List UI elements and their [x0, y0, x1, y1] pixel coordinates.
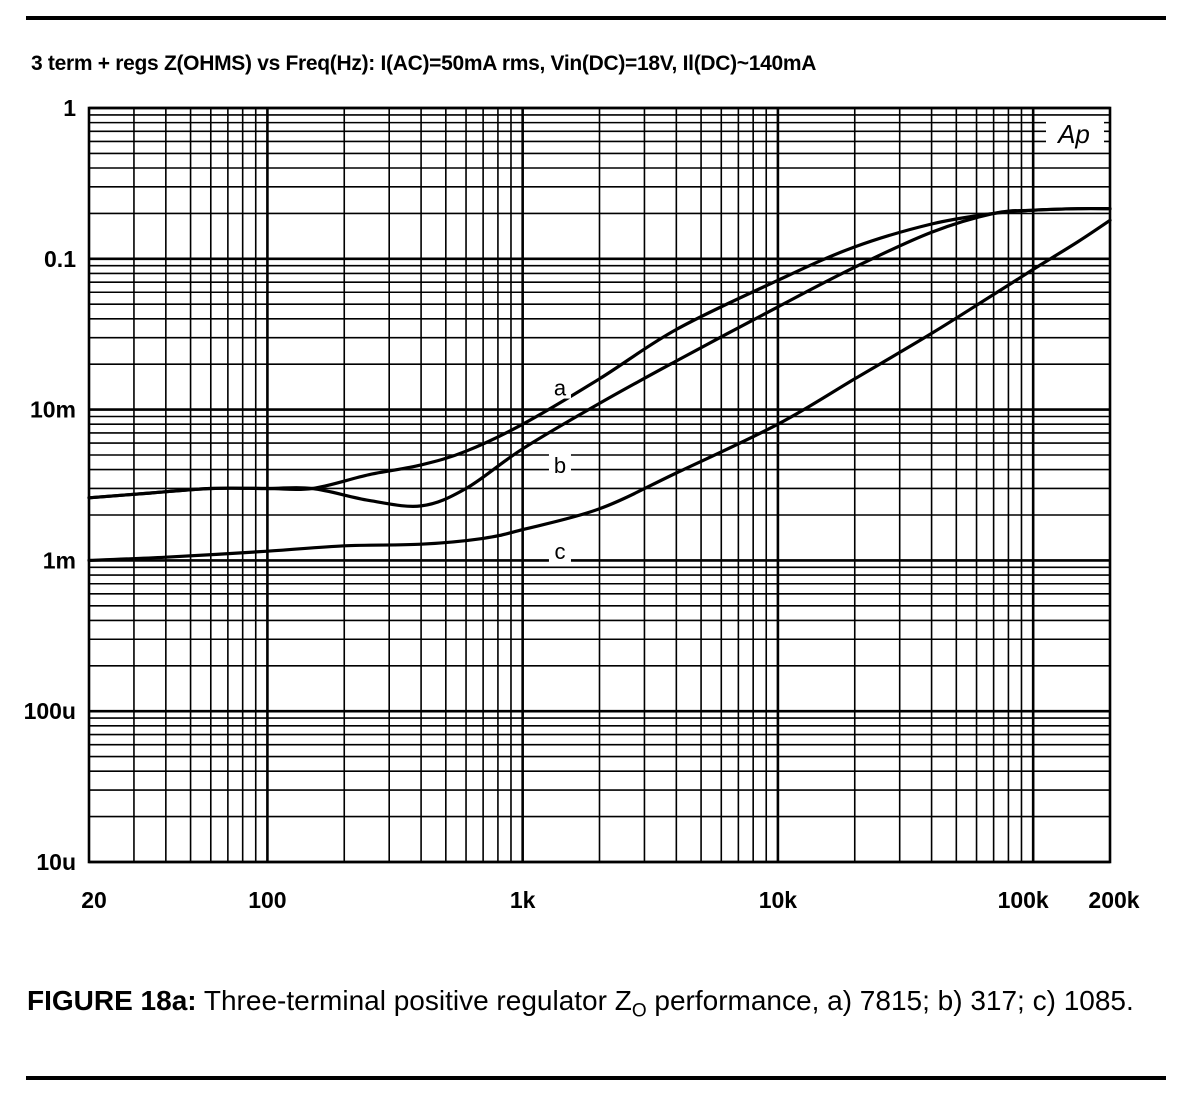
- caption-text-part2: performance, a) 7815; b) 317; c) 1085.: [646, 985, 1134, 1016]
- plot-border: [87, 106, 1112, 864]
- caption-lead: FIGURE 18a:: [27, 985, 197, 1016]
- series-lines: [87, 206, 1112, 562]
- chart-title: 3 term + regs Z(OHMS) vs Freq(Hz): I(AC)…: [31, 52, 817, 75]
- y-tick-label: 10m: [30, 397, 76, 423]
- series-label-bg-a: [548, 372, 571, 399]
- series-label-b: b: [554, 453, 566, 478]
- series-labels: a b c: [548, 117, 1104, 564]
- bottom-rule: [26, 1076, 1166, 1080]
- x-tick-label: 100k: [998, 887, 1049, 913]
- y-tick-label: 0.1: [44, 246, 76, 272]
- series-line-b: [87, 206, 1112, 508]
- series-label-bg-b: [548, 449, 571, 476]
- x-tick-label: 200k: [1088, 887, 1139, 913]
- x-tick-label: 20: [81, 887, 107, 913]
- x-tick-label: 100: [248, 887, 286, 913]
- y-tick-label: 1: [63, 95, 76, 121]
- plot-frame: [87, 106, 1112, 864]
- y-tick-label: 100u: [24, 698, 76, 724]
- series-line-c: [87, 218, 1112, 562]
- series-label-bg-c: [548, 536, 571, 563]
- y-tick-label: 1m: [43, 547, 76, 573]
- series-label-c: c: [554, 539, 565, 564]
- x-tick-label: 1k: [510, 887, 536, 913]
- caption-text-part1: Three-terminal positive regulator Z: [196, 985, 632, 1016]
- top-rule: [26, 16, 1166, 20]
- x-tick-label: 10k: [759, 887, 798, 913]
- series-label-a: a: [554, 376, 567, 401]
- caption-subscript: O: [631, 1000, 647, 1022]
- figure-caption: FIGURE 18a: Three-terminal positive regu…: [27, 982, 1167, 1031]
- tick-labels: 20 100 1k 10k 100k 200k 1 0.1 10m 1m 100u 10u: [24, 95, 1140, 913]
- y-tick-label: 10u: [36, 849, 76, 875]
- grid-lines: [88, 106, 1111, 864]
- watermark-bg: [1046, 117, 1104, 151]
- watermark-text: Ap: [1056, 119, 1090, 149]
